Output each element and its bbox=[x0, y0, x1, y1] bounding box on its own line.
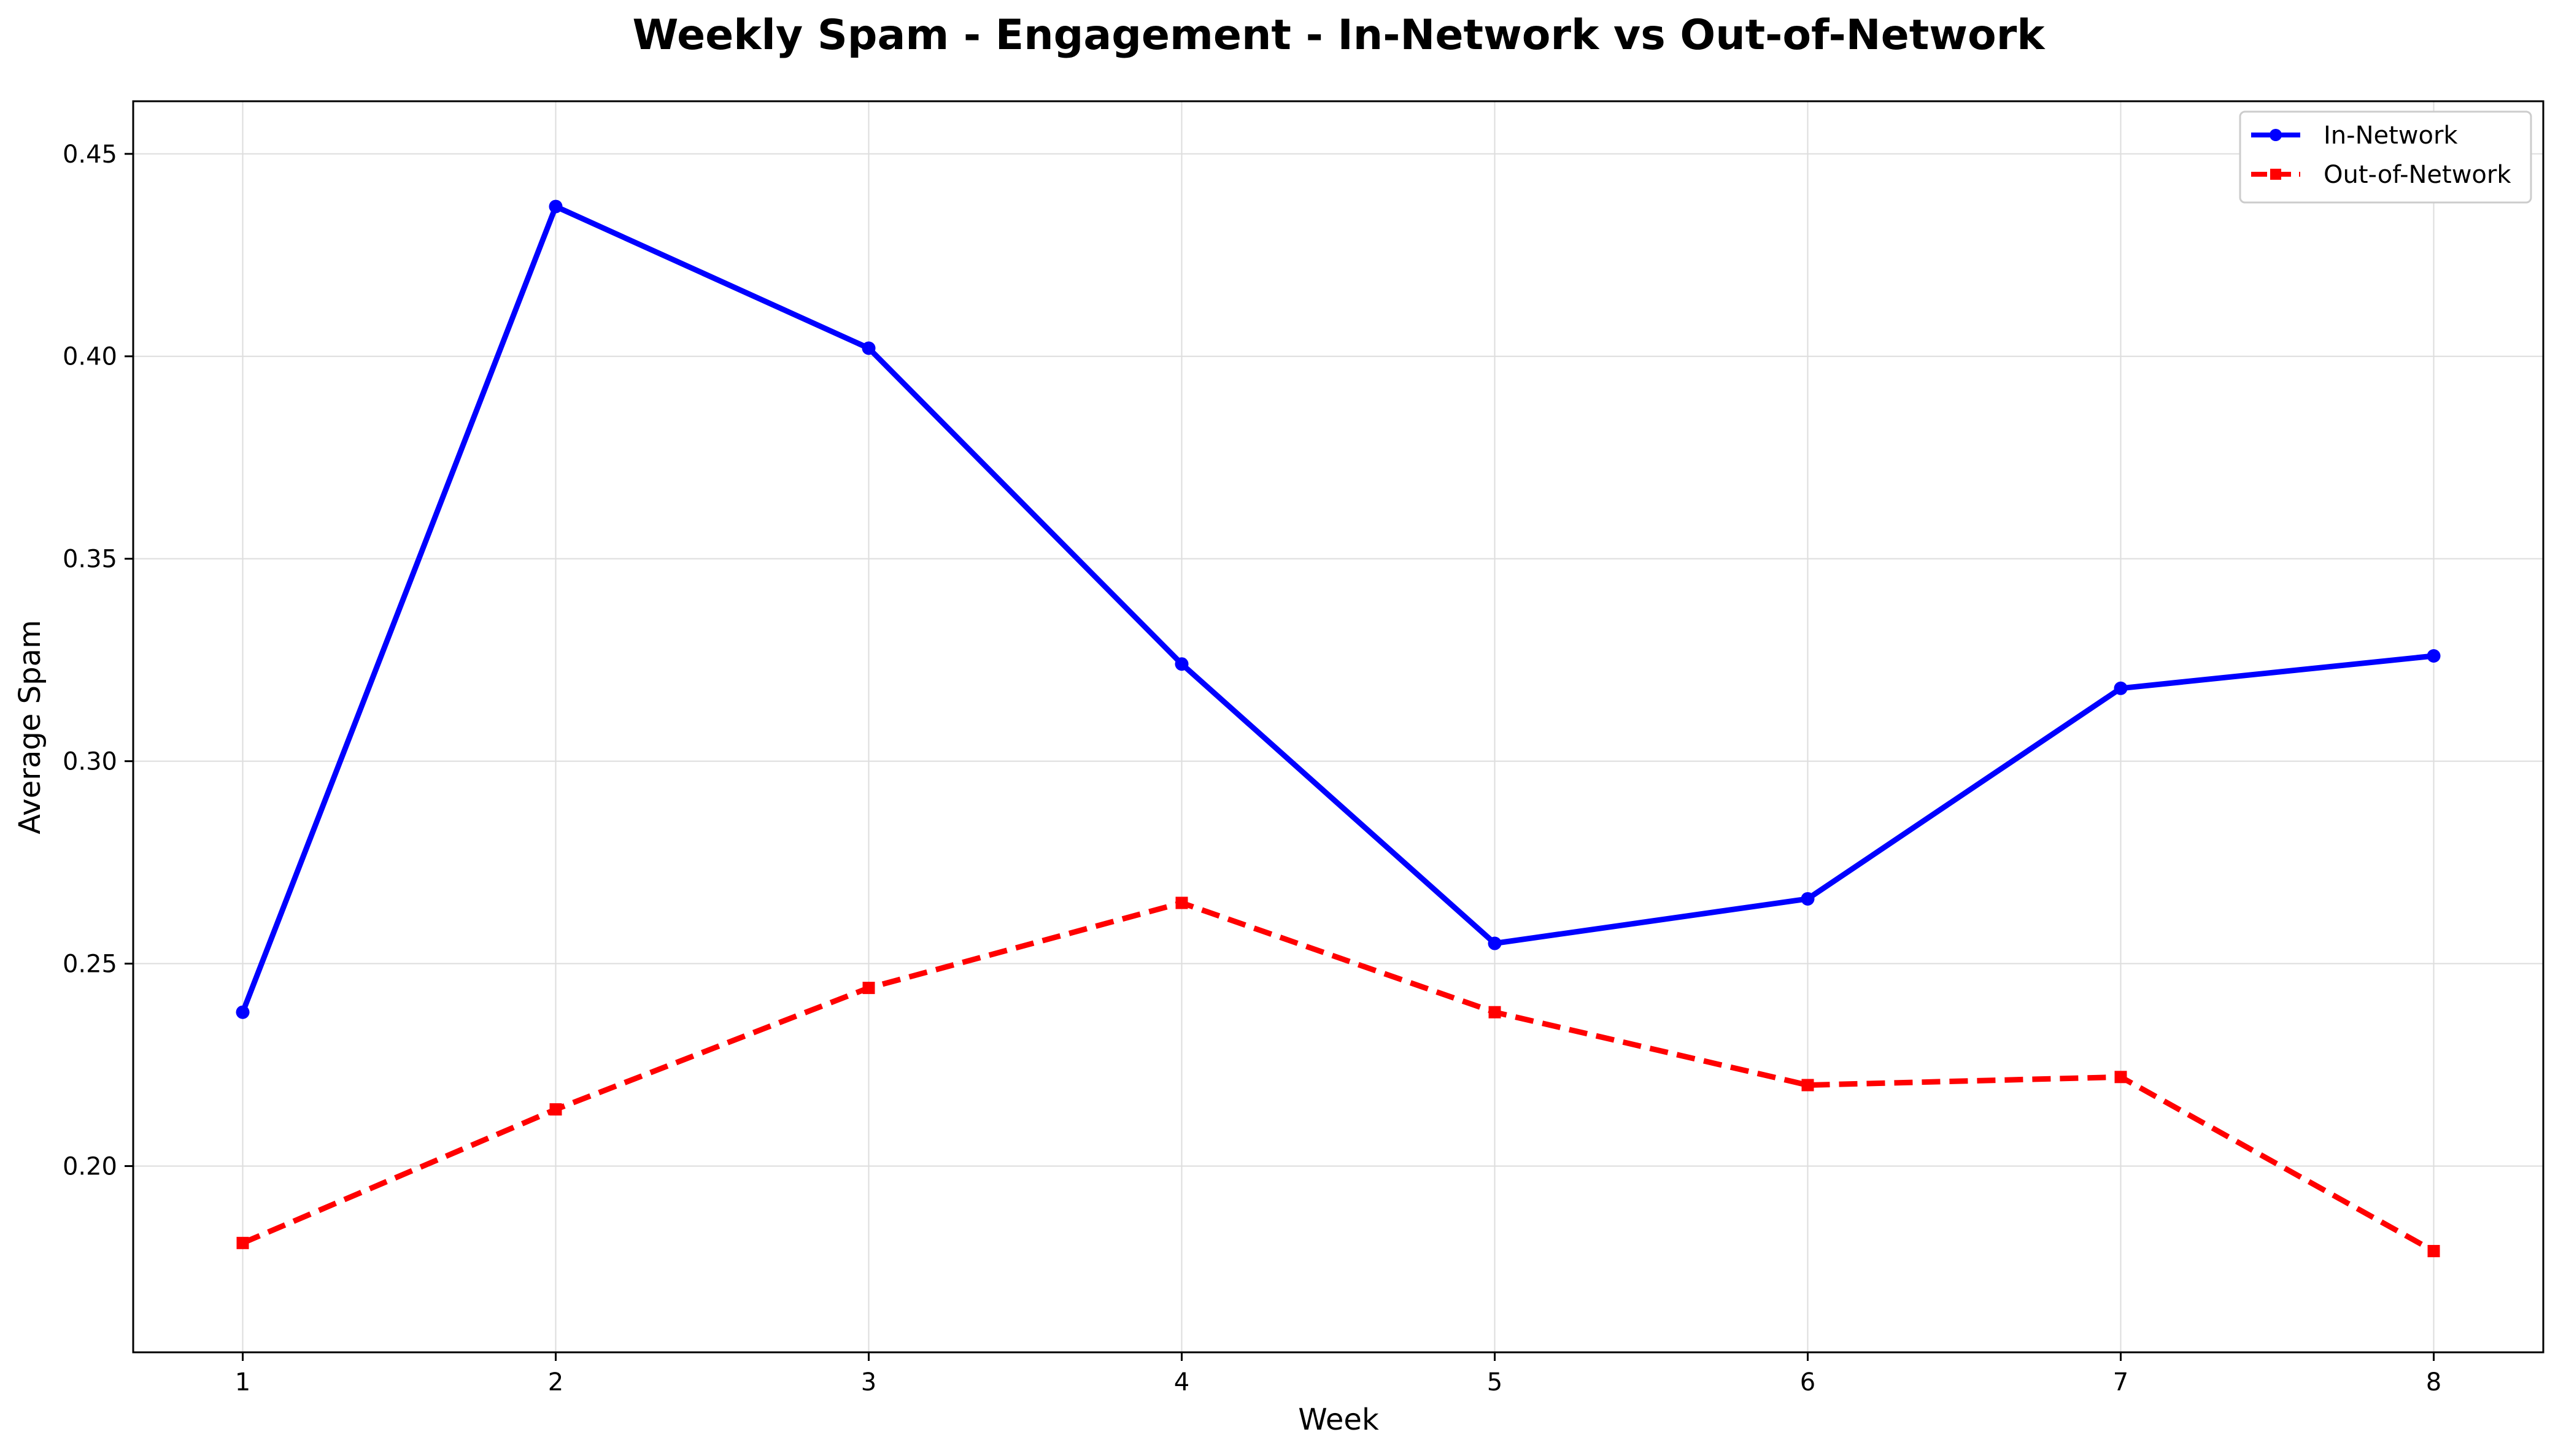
data-point-in-network bbox=[236, 1005, 250, 1019]
x-tick-label: 8 bbox=[2426, 1368, 2441, 1396]
data-point-in-network bbox=[862, 341, 876, 355]
y-axis-label: Average Spam bbox=[13, 620, 47, 834]
data-point-out-of-network bbox=[236, 1236, 249, 1249]
x-tick-label: 7 bbox=[2113, 1368, 2128, 1396]
y-tick-label: 0.25 bbox=[63, 950, 117, 979]
series-line-out-of-network bbox=[241, 900, 2435, 1254]
data-point-in-network bbox=[1175, 657, 1189, 671]
legend-label-in-network: In-Network bbox=[2324, 121, 2458, 150]
x-axis-label: Week bbox=[1298, 1403, 1379, 1437]
data-point-out-of-network bbox=[1175, 896, 1188, 909]
x-tick-label: 6 bbox=[1800, 1368, 1815, 1396]
data-point-out-of-network bbox=[2427, 1245, 2440, 1258]
data-point-in-network bbox=[2427, 649, 2441, 663]
series-line-in-network bbox=[240, 204, 2434, 1014]
data-point-in-network bbox=[1801, 892, 1815, 906]
chart-title: Weekly Spam - Engagement - In-Network vs… bbox=[632, 11, 2046, 60]
data-point-in-network bbox=[1488, 936, 1502, 950]
data-point-out-of-network bbox=[2114, 1071, 2127, 1084]
legend-item-out-of-network: Out-of-Network bbox=[2251, 161, 2511, 189]
grid bbox=[133, 101, 2543, 1352]
data-point-out-of-network bbox=[1801, 1079, 1814, 1092]
x-axis: 1 2 3 4 5 6 7 8 bbox=[235, 1352, 2441, 1396]
plot-frame bbox=[132, 100, 2544, 1354]
data-point-in-network bbox=[549, 199, 563, 214]
y-tick-label: 0.40 bbox=[63, 343, 117, 371]
data-point-out-of-network bbox=[862, 982, 875, 995]
y-tick-label: 0.20 bbox=[63, 1152, 117, 1181]
x-tick-label: 1 bbox=[235, 1368, 250, 1396]
data-point-in-network bbox=[2114, 681, 2128, 695]
x-tick-label: 3 bbox=[861, 1368, 876, 1396]
x-tick-label: 2 bbox=[548, 1368, 563, 1396]
legend: In-Network Out-of-Network bbox=[2239, 110, 2532, 204]
x-tick-label: 5 bbox=[1487, 1368, 1502, 1396]
legend-item-in-network: In-Network bbox=[2251, 121, 2458, 150]
series-layer bbox=[236, 199, 2441, 1258]
y-tick-label: 0.35 bbox=[63, 545, 117, 574]
y-tick-label: 0.30 bbox=[63, 748, 117, 776]
x-tick-label: 4 bbox=[1174, 1368, 1189, 1396]
legend-box bbox=[2239, 110, 2532, 204]
y-axis: 0.20 0.25 0.30 0.35 0.40 0.45 bbox=[63, 141, 133, 1181]
legend-label-out-of-network: Out-of-Network bbox=[2324, 161, 2511, 189]
data-point-out-of-network bbox=[549, 1103, 562, 1116]
legend-marker-out-of-network bbox=[2270, 169, 2281, 180]
data-point-out-of-network bbox=[1488, 1006, 1501, 1019]
y-tick-label: 0.45 bbox=[63, 141, 117, 169]
legend-marker-in-network bbox=[2270, 129, 2282, 141]
